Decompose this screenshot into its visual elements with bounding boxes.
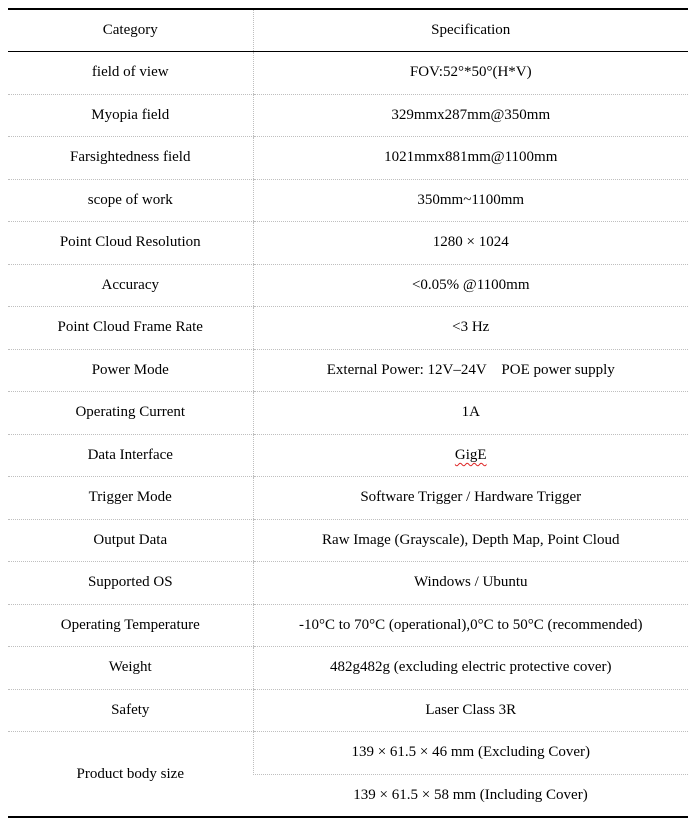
header-category: Category xyxy=(8,9,253,52)
row-category: Output Data xyxy=(8,519,253,562)
row-category: Operating Current xyxy=(8,391,253,435)
row-value-including-cover: 139 × 61.5 × 58 mm (Including Cover) xyxy=(253,774,688,818)
row-value: GigE xyxy=(252,434,688,477)
table-row: Power Mode External Power: 12V–24V POE p… xyxy=(8,349,688,392)
row-category-product-body-size: Product body size xyxy=(8,731,253,818)
row-value: 329mmx287mm@350mm xyxy=(252,94,688,137)
table-row: Output Data Raw Image (Grayscale), Depth… xyxy=(8,519,688,562)
table-row: Operating Temperature -10°C to 70°C (ope… xyxy=(8,604,688,647)
table-row: Accuracy <0.05% @1100mm xyxy=(8,264,688,307)
row-category: field of view xyxy=(8,51,253,95)
row-category: Accuracy xyxy=(8,264,253,307)
row-value: 1280 × 1024 xyxy=(252,221,688,265)
table-row: Trigger Mode Software Trigger / Hardware… xyxy=(8,476,688,520)
spellcheck-underlined-text: GigE xyxy=(454,446,487,463)
row-value: 1021mmx881mm@1100mm xyxy=(252,136,688,180)
row-category: Supported OS xyxy=(8,561,253,605)
row-category: Myopia field xyxy=(8,94,253,137)
row-value: Software Trigger / Hardware Trigger xyxy=(252,476,688,520)
table-row: Point Cloud Resolution 1280 × 1024 xyxy=(8,221,688,265)
row-value: Raw Image (Grayscale), Depth Map, Point … xyxy=(252,519,688,562)
row-category: Weight xyxy=(8,646,253,690)
table-row: Weight 482g482g (excluding electric prot… xyxy=(8,646,688,690)
spec-table-container: Category Specification field of view FOV… xyxy=(8,8,688,818)
row-category: Point Cloud Resolution xyxy=(8,221,253,265)
table-row: Point Cloud Frame Rate <3 Hz xyxy=(8,306,688,350)
table-row: Operating Current 1A xyxy=(8,391,688,435)
row-category: Safety xyxy=(8,689,253,732)
table-row: Farsightedness field 1021mmx881mm@1100mm xyxy=(8,136,688,180)
table-row: field of view FOV:52°*50°(H*V) xyxy=(8,51,688,95)
table-row: Myopia field 329mmx287mm@350mm xyxy=(8,94,688,137)
table-row: Product body size 139 × 61.5 × 46 mm (Ex… xyxy=(8,731,688,818)
row-category: Data Interface xyxy=(8,434,253,477)
row-value: Windows / Ubuntu xyxy=(252,561,688,605)
table-row: scope of work 350mm~1100mm xyxy=(8,179,688,222)
row-value: 482g482g (excluding electric protective … xyxy=(252,646,688,690)
row-value: External Power: 12V–24V POE power supply xyxy=(252,349,688,392)
row-value: Laser Class 3R xyxy=(252,689,688,732)
row-value: 1A xyxy=(252,391,688,435)
header-specification: Specification xyxy=(252,9,688,52)
row-value: -10°C to 70°C (operational),0°C to 50°C … xyxy=(252,604,688,647)
row-category: Trigger Mode xyxy=(8,476,253,520)
row-category: scope of work xyxy=(8,179,253,222)
table-row: Supported OS Windows / Ubuntu xyxy=(8,561,688,605)
table-header-row: Category Specification xyxy=(8,9,688,52)
row-category: Point Cloud Frame Rate xyxy=(8,306,253,350)
row-category: Operating Temperature xyxy=(8,604,253,647)
row-value: <0.05% @1100mm xyxy=(252,264,688,307)
table-row: Safety Laser Class 3R xyxy=(8,689,688,732)
row-category: Farsightedness field xyxy=(8,136,253,180)
row-value: 350mm~1100mm xyxy=(252,179,688,222)
row-value: <3 Hz xyxy=(252,306,688,350)
row-category: Power Mode xyxy=(8,349,253,392)
row-value-excluding-cover: 139 × 61.5 × 46 mm (Excluding Cover) xyxy=(252,731,688,775)
row-value: FOV:52°*50°(H*V) xyxy=(252,51,688,95)
specification-table: Category Specification field of view FOV… xyxy=(8,8,688,818)
table-row: Data Interface GigE xyxy=(8,434,688,477)
